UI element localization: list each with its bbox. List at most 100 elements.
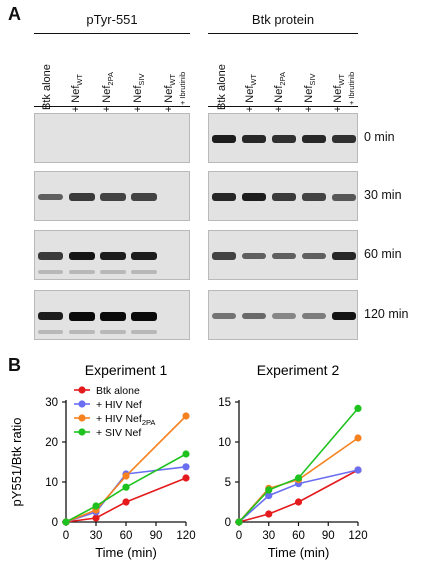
- blot-band: [241, 134, 267, 144]
- blot-band: [301, 252, 327, 260]
- x-tick-label: 60: [120, 530, 133, 542]
- panel-b-charts: Experiment 1 0 10 20 30 0 30 60 90 120 Time (min) E…: [9, 362, 368, 560]
- blot-band: [131, 251, 157, 261]
- legend-marker: [78, 386, 86, 394]
- chart-title: Experiment 2: [257, 362, 340, 378]
- blot-band: [37, 252, 64, 260]
- blot-panel: [34, 113, 190, 163]
- blot-band: [331, 311, 357, 321]
- y-tick-label: 10: [45, 477, 58, 489]
- blot-band: [301, 193, 327, 201]
- blot-band: [100, 251, 126, 261]
- data-point: [92, 514, 100, 522]
- blot-band: [131, 193, 157, 201]
- data-point: [182, 474, 190, 482]
- ptyr-header-rule: [34, 33, 190, 35]
- data-point: [182, 412, 190, 420]
- blot-band: [100, 193, 126, 201]
- legend-marker: [78, 428, 86, 436]
- blot-panel: [208, 230, 358, 280]
- blot-band-faint: [131, 270, 157, 274]
- x-tick-label: 0: [236, 530, 242, 542]
- series-line: [65, 415, 187, 523]
- x-tick-label: 30: [262, 530, 275, 542]
- y-tick-label: 20: [45, 437, 58, 449]
- blot-band: [37, 193, 64, 201]
- y-tick-label: 5: [225, 477, 231, 489]
- blot-panel: [208, 290, 358, 340]
- blot-band: [211, 192, 237, 202]
- data-point: [62, 518, 70, 526]
- blot-band-faint: [100, 330, 126, 334]
- blot-band: [211, 312, 237, 320]
- blot-band: [301, 134, 327, 144]
- time-label: 60 min: [364, 247, 402, 261]
- blot-band: [131, 311, 157, 321]
- blot-band: [241, 252, 267, 260]
- blot-band: [211, 252, 237, 260]
- data-point: [122, 483, 130, 491]
- y-tick-label: 10: [218, 437, 231, 449]
- blot-panel: [208, 113, 358, 163]
- legend-label: + SIV Nef: [96, 427, 141, 439]
- data-point: [354, 434, 362, 442]
- x-tick-label: 90: [322, 530, 335, 542]
- blot-band: [331, 251, 357, 261]
- time-label: 0 min: [364, 130, 395, 144]
- x-tick-label: 30: [90, 530, 103, 542]
- blot-band: [241, 192, 267, 202]
- lane-label: Btk alone: [41, 64, 53, 110]
- ptyr-group-title: pTyr-551: [86, 12, 138, 27]
- blot-band: [271, 135, 297, 143]
- blot-panel: [34, 290, 190, 340]
- data-point: [182, 450, 190, 458]
- blot-band: [37, 311, 64, 321]
- legend-marker: [78, 414, 86, 422]
- btk-header-rule: [208, 33, 358, 35]
- data-point: [92, 502, 100, 510]
- data-point: [235, 518, 243, 526]
- y-tick-label: 30: [45, 397, 58, 409]
- blot-band: [241, 312, 267, 320]
- blot-band: [301, 313, 327, 319]
- data-point: [294, 498, 303, 506]
- chart-title: Experiment 1: [85, 362, 168, 378]
- x-axis-label: Time (min): [95, 545, 157, 560]
- blot-band-faint: [100, 270, 126, 274]
- series-line: [65, 453, 187, 523]
- time-label: 30 min: [364, 188, 402, 202]
- blot-panel: [208, 171, 358, 221]
- blot-band: [271, 193, 297, 201]
- panel-a-letter: A: [8, 4, 21, 24]
- legend-label: + HIV Nef2PA: [96, 413, 155, 427]
- x-tick-label: 120: [348, 530, 367, 542]
- y-tick-label: 0: [225, 517, 231, 529]
- blot-band-faint: [69, 330, 95, 334]
- blot-band-faint: [37, 330, 64, 334]
- blot-band: [100, 311, 126, 321]
- panel-b-letter: B: [8, 355, 21, 375]
- blot-band: [69, 251, 95, 261]
- data-point: [122, 498, 130, 506]
- blot-panel: [34, 230, 190, 280]
- blot-band: [331, 193, 357, 201]
- blot-band: [271, 313, 297, 319]
- blot-band: [331, 135, 357, 143]
- blot-band: [271, 252, 297, 260]
- blot-band-faint: [37, 270, 64, 274]
- x-tick-label: 0: [63, 530, 69, 542]
- data-point: [265, 510, 273, 518]
- legend-label: Btk alone: [96, 385, 140, 397]
- lane-sublabel: + Ibrutinib: [178, 71, 187, 105]
- y-axis-label: pY551/Btk ratio: [9, 418, 24, 507]
- blot-band: [69, 193, 95, 201]
- data-point: [354, 466, 362, 474]
- x-tick-label: 120: [176, 530, 195, 542]
- x-axis-label: Time (min): [268, 545, 330, 560]
- time-label: 120 min: [364, 307, 409, 321]
- series-line: [238, 407, 359, 523]
- data-point: [265, 492, 273, 500]
- y-tick-label: 0: [52, 517, 58, 529]
- blot-band: [211, 134, 237, 144]
- data-point: [182, 463, 190, 471]
